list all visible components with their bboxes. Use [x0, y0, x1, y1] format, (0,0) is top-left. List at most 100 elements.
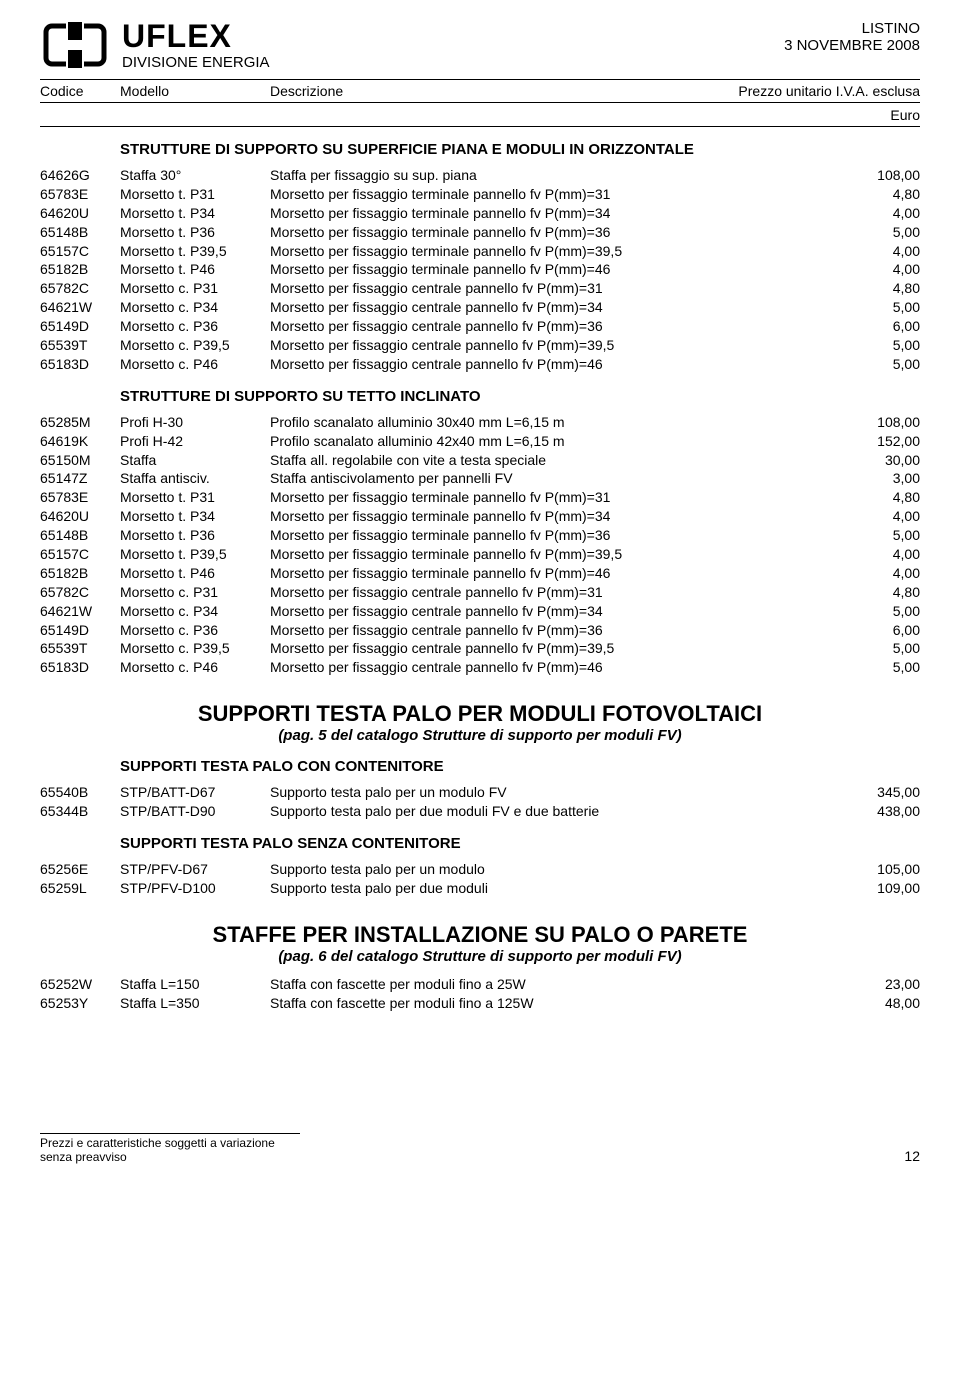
cell-modello: Staffa L=350	[120, 994, 270, 1013]
cell-codice: 65782C	[40, 279, 120, 298]
cell-prezzo: 438,00	[840, 802, 920, 821]
column-headers: Codice Modello Descrizione Prezzo unitar…	[40, 79, 920, 103]
cell-descrizione: Morsetto per fissaggio centrale pannello…	[270, 583, 840, 602]
cell-descrizione: Profilo scanalato alluminio 42x40 mm L=6…	[270, 432, 840, 451]
table-row: 65183DMorsetto c. P46Morsetto per fissag…	[40, 658, 920, 677]
table-row: 65285MProfi H-30Profilo scanalato allumi…	[40, 413, 920, 432]
footer-note: Prezzi e caratteristiche soggetti a vari…	[40, 1133, 300, 1164]
cell-descrizione: Morsetto per fissaggio centrale pannello…	[270, 317, 840, 336]
cell-modello: Morsetto c. P36	[120, 621, 270, 640]
cell-prezzo: 108,00	[840, 413, 920, 432]
table-row: 65148BMorsetto t. P36Morsetto per fissag…	[40, 223, 920, 242]
cell-descrizione: Staffa all. regolabile con vite a testa …	[270, 451, 840, 470]
cell-prezzo: 30,00	[840, 451, 920, 470]
table-row: 65149DMorsetto c. P36Morsetto per fissag…	[40, 621, 920, 640]
cell-modello: Morsetto t. P31	[120, 488, 270, 507]
cell-prezzo: 4,80	[840, 185, 920, 204]
cell-codice: 65253Y	[40, 994, 120, 1013]
cell-modello: Morsetto t. P39,5	[120, 242, 270, 261]
cell-codice: 65148B	[40, 223, 120, 242]
table-row: 64626GStaffa 30°Staffa per fissaggio su …	[40, 166, 920, 185]
header-text: UFLEX DIVISIONE ENERGIA	[122, 20, 270, 71]
cell-codice: 65183D	[40, 355, 120, 374]
cell-modello: Morsetto c. P36	[120, 317, 270, 336]
cell-descrizione: Morsetto per fissaggio centrale pannello…	[270, 602, 840, 621]
cell-modello: Morsetto t. P39,5	[120, 545, 270, 564]
cell-codice: 65259L	[40, 879, 120, 898]
cell-prezzo: 4,00	[840, 242, 920, 261]
cell-codice: 64620U	[40, 204, 120, 223]
cell-modello: Staffa antisciv.	[120, 469, 270, 488]
cell-modello: Morsetto c. P34	[120, 298, 270, 317]
cell-descrizione: Morsetto per fissaggio centrale pannello…	[270, 279, 840, 298]
section-title: SUPPORTI TESTA PALO CON CONTENITORE	[120, 758, 920, 775]
cell-modello: Morsetto c. P46	[120, 658, 270, 677]
cell-prezzo: 4,00	[840, 507, 920, 526]
cell-codice: 64621W	[40, 602, 120, 621]
cell-codice: 65148B	[40, 526, 120, 545]
cell-modello: Morsetto t. P34	[120, 507, 270, 526]
cell-descrizione: Supporto testa palo per due moduli FV e …	[270, 802, 840, 821]
table-row: 65183DMorsetto c. P46Morsetto per fissag…	[40, 355, 920, 374]
cell-codice: 65782C	[40, 583, 120, 602]
cell-descrizione: Morsetto per fissaggio terminale pannell…	[270, 545, 840, 564]
cell-codice: 65149D	[40, 621, 120, 640]
cell-codice: 64621W	[40, 298, 120, 317]
table-row: 65782CMorsetto c. P31Morsetto per fissag…	[40, 583, 920, 602]
table-row: 64621WMorsetto c. P34Morsetto per fissag…	[40, 602, 920, 621]
page-number: 12	[904, 1148, 920, 1164]
euro-label: Euro	[40, 107, 920, 127]
cell-modello: Morsetto c. P34	[120, 602, 270, 621]
cell-descrizione: Supporto testa palo per due moduli	[270, 879, 840, 898]
header-left: UFLEX DIVISIONE ENERGIA	[40, 20, 270, 71]
cell-descrizione: Staffa con fascette per moduli fino a 12…	[270, 994, 840, 1013]
cell-prezzo: 5,00	[840, 639, 920, 658]
listino-date: 3 NOVEMBRE 2008	[784, 37, 920, 54]
cell-codice: 65183D	[40, 658, 120, 677]
cell-codice: 65540B	[40, 783, 120, 802]
cell-modello: Staffa 30°	[120, 166, 270, 185]
cell-descrizione: Staffa antiscivolamento per pannelli FV	[270, 469, 840, 488]
listino-label: LISTINO	[784, 20, 920, 37]
cell-codice: 65539T	[40, 639, 120, 658]
cell-prezzo: 5,00	[840, 355, 920, 374]
cell-modello: Staffa L=150	[120, 975, 270, 994]
cell-descrizione: Morsetto per fissaggio terminale pannell…	[270, 260, 840, 279]
cell-modello: STP/PFV-D100	[120, 879, 270, 898]
cell-modello: STP/BATT-D67	[120, 783, 270, 802]
cell-prezzo: 4,00	[840, 545, 920, 564]
col-prezzo: Prezzo unitario I.V.A. esclusa	[720, 83, 920, 99]
table-row: 65782CMorsetto c. P31Morsetto per fissag…	[40, 279, 920, 298]
table-row: 65157CMorsetto t. P39,5Morsetto per fiss…	[40, 545, 920, 564]
cell-prezzo: 5,00	[840, 223, 920, 242]
cell-codice: 65182B	[40, 260, 120, 279]
table-row: 65344BSTP/BATT-D90Supporto testa palo pe…	[40, 802, 920, 821]
cell-codice: 64620U	[40, 507, 120, 526]
table-row: 65157CMorsetto t. P39,5Morsetto per fiss…	[40, 242, 920, 261]
header-right: LISTINO 3 NOVEMBRE 2008	[784, 20, 920, 54]
cell-modello: Morsetto t. P46	[120, 260, 270, 279]
division-name: DIVISIONE ENERGIA	[122, 54, 270, 71]
cell-prezzo: 105,00	[840, 860, 920, 879]
table-row: 65253YStaffa L=350Staffa con fascette pe…	[40, 994, 920, 1013]
col-modello: Modello	[120, 83, 270, 99]
group1-ref: (pag. 5 del catalogo Strutture di suppor…	[40, 727, 920, 744]
group1-sections: SUPPORTI TESTA PALO CON CONTENITORE65540…	[40, 758, 920, 898]
cell-codice: 64619K	[40, 432, 120, 451]
cell-descrizione: Morsetto per fissaggio terminale pannell…	[270, 507, 840, 526]
cell-modello: Morsetto c. P31	[120, 583, 270, 602]
cell-prezzo: 4,00	[840, 564, 920, 583]
cell-prezzo: 48,00	[840, 994, 920, 1013]
cell-descrizione: Morsetto per fissaggio centrale pannello…	[270, 658, 840, 677]
table-row: 64620UMorsetto t. P34Morsetto per fissag…	[40, 204, 920, 223]
cell-prezzo: 5,00	[840, 526, 920, 545]
cell-codice: 65182B	[40, 564, 120, 583]
table-row: 65182BMorsetto t. P46Morsetto per fissag…	[40, 564, 920, 583]
cell-prezzo: 345,00	[840, 783, 920, 802]
uflex-logo-icon	[40, 20, 110, 70]
cell-descrizione: Staffa per fissaggio su sup. piana	[270, 166, 840, 185]
cell-modello: Morsetto c. P39,5	[120, 336, 270, 355]
cell-descrizione: Morsetto per fissaggio centrale pannello…	[270, 621, 840, 640]
col-descrizione: Descrizione	[270, 83, 720, 99]
table-row: 65150MStaffaStaffa all. regolabile con v…	[40, 451, 920, 470]
